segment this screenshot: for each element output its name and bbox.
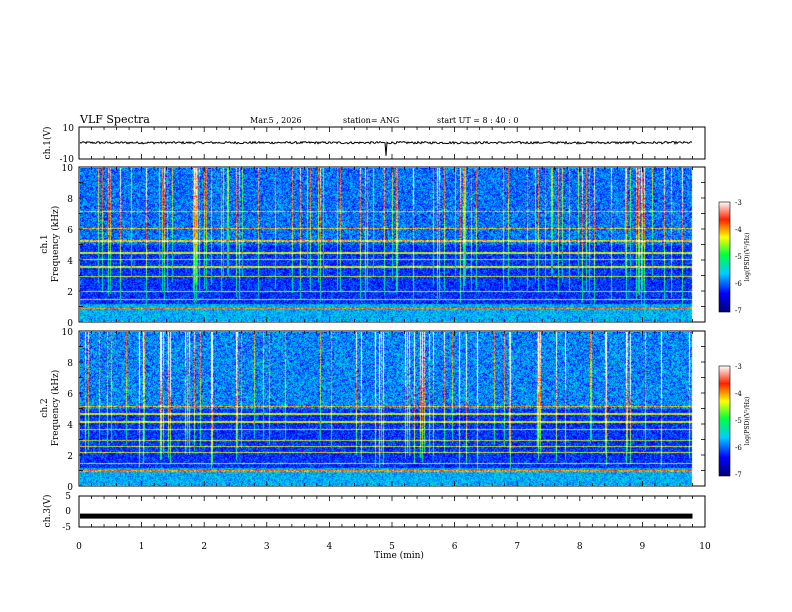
ch1-spectrogram-panel: 10 8 6 4 2 0 ch.1 Frequency (kHz)	[40, 164, 706, 329]
x-tick-label: 10	[699, 542, 711, 552]
ch1-waveform-trace	[79, 140, 693, 156]
start-time-label: start UT = 8 : 40 : 0	[437, 116, 518, 125]
ch2-spec-ylabel-freq: Frequency (kHz)	[50, 370, 61, 447]
ch2-spectrogram-panel: 10 8 6 4 2 0 ch.2 Frequency (kHz)	[40, 328, 706, 493]
x-tick-label: 5	[389, 542, 395, 552]
ch2-cbar-tick-m3: -3	[735, 363, 742, 371]
ch1-spec-ytick-4: 4	[67, 257, 73, 267]
ch1-ytick-bottom: -10	[60, 155, 75, 165]
ch2-spec-ytick-8: 8	[67, 359, 73, 369]
ch1-cbar-tick-m4: -4	[735, 226, 742, 234]
ch1-colorbar: -3 -4 -5 -6 -7 log(PSD)(V²/Hz)	[718, 199, 751, 315]
x-tick-label: 6	[452, 542, 458, 552]
x-tick-label: 2	[201, 542, 207, 552]
ch2-cbar-label: log(PSD)(V²/Hz)	[744, 397, 751, 446]
ch3-ylabel: ch.3(V)	[42, 495, 53, 528]
ch1-cbar-tick-m5: -5	[735, 253, 742, 261]
ch2-spec-ytick-4: 4	[67, 421, 73, 431]
ch2-cbar-tick-m6: -6	[735, 444, 742, 452]
x-tick-label: 7	[514, 542, 520, 552]
ch2-spec-ytick-2: 2	[67, 452, 73, 462]
x-tick-label: 9	[640, 542, 646, 552]
ch2-spec-ytick-10: 10	[62, 328, 74, 338]
ch2-cbar-tick-m5: -5	[735, 417, 742, 425]
ch2-colorbar: -3 -4 -5 -6 -7 log(PSD)(V²/Hz)	[718, 363, 751, 479]
ch1-spec-ylabel-freq: Frequency (kHz)	[50, 206, 61, 283]
x-axis-ticks	[78, 127, 706, 527]
date-label: Mar.5 , 2026	[250, 116, 302, 125]
ch2-colorbar-gradient	[718, 365, 731, 477]
ch1-spec-ytick-2: 2	[67, 288, 73, 298]
figure-title: VLF Spectra	[79, 113, 150, 126]
ch1-cbar-label: log(PSD)(V²/Hz)	[744, 233, 751, 282]
ch2-spec-ytick-6: 6	[67, 390, 73, 400]
ch1-cbar-tick-m7: -7	[735, 307, 742, 315]
ch3-ytick-top: 5	[65, 492, 71, 502]
ch1-cbar-tick-m3: -3	[735, 199, 742, 207]
ch2-spectrogram-image	[80, 332, 693, 486]
x-axis-tick-labels: 0 1 2 3 4 5 6 7 8 9 10	[76, 542, 711, 552]
ch3-ytick-mid: 0	[65, 507, 71, 517]
ch2-cbar-tick-m7: -7	[735, 471, 742, 479]
ch1-colorbar-gradient	[718, 201, 731, 313]
ch1-ylabel: ch.1(V)	[42, 127, 53, 160]
ch1-spec-ytick-10: 10	[62, 164, 74, 174]
ch2-spec-ylabel-channel: ch.2	[40, 398, 50, 417]
x-tick-label: 8	[577, 542, 583, 552]
ch1-cbar-tick-m6: -6	[735, 280, 742, 288]
ch1-spec-ylabel-channel: ch.1	[40, 234, 50, 253]
x-tick-label: 4	[327, 542, 333, 552]
ch1-spec-ytick-6: 6	[67, 226, 73, 236]
ch2-cbar-tick-m4: -4	[735, 390, 742, 398]
ch2-spec-ytick-0: 0	[67, 483, 73, 493]
ch1-spec-ytick-0: 0	[67, 319, 73, 329]
x-tick-label: 1	[139, 542, 145, 552]
x-tick-label: 3	[264, 542, 270, 552]
x-tick-label: 0	[76, 542, 82, 552]
ch3-ytick-bottom: -5	[62, 523, 71, 533]
x-axis-label: Time (min)	[374, 550, 424, 561]
ch3-waveform-trace	[80, 513, 693, 519]
ch1-spectrogram-image	[80, 168, 693, 322]
station-label: station= ANG	[343, 116, 399, 125]
ch1-spec-ytick-8: 8	[67, 195, 73, 205]
ch1-ytick-top: 10	[63, 124, 75, 134]
